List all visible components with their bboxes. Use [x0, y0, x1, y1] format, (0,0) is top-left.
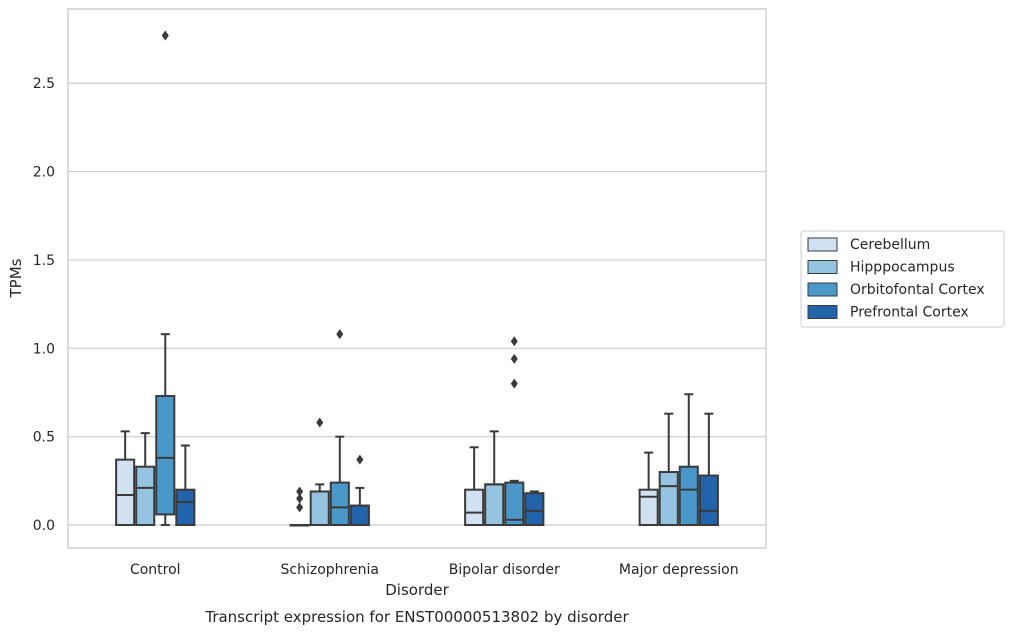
- box-1-0: [135, 432, 156, 527]
- box-0-0: [115, 430, 136, 527]
- box-iqr: [175, 488, 196, 527]
- box-0-1: [289, 486, 310, 527]
- box-3-0: [175, 444, 196, 527]
- y-tick-labels: 0.0 0.5 1.0 1.5 2.0 2.5: [33, 76, 55, 534]
- plot-frame: [67, 8, 767, 549]
- box-iqr: [638, 488, 659, 527]
- box-iqr: [155, 395, 176, 516]
- y-tick-label: 1.5: [33, 253, 55, 269]
- box-iqr: [135, 465, 156, 527]
- outlier-point: [356, 454, 364, 465]
- outlier-point: [336, 329, 344, 340]
- x-tick-labels: Control Schizophrenia Bipolar disorder Majo…: [130, 562, 739, 578]
- y-tick-label: 2.0: [33, 165, 55, 181]
- box-2-3: [678, 393, 699, 527]
- outlier-point: [510, 336, 518, 347]
- box-iqr: [484, 483, 505, 527]
- box-3-2: [524, 490, 545, 527]
- legend-swatch: [807, 305, 838, 319]
- box-0-3: [638, 451, 659, 527]
- box-2-0: [155, 30, 176, 527]
- box-iqr: [504, 481, 525, 527]
- y-tick-label: 2.5: [33, 76, 55, 92]
- box-2-2: [504, 336, 525, 527]
- x-axis-label: Disorder: [385, 581, 449, 599]
- box-0-2: [464, 446, 485, 527]
- box-iqr: [349, 504, 370, 527]
- x-tick-label: Bipolar disorder: [449, 562, 560, 578]
- outlier-point: [296, 493, 304, 504]
- legend-label: Cerebellum: [850, 237, 930, 253]
- outlier-point: [316, 417, 324, 428]
- y-tick-label: 1.0: [33, 341, 55, 357]
- box-iqr: [329, 481, 350, 527]
- y-tick-label: 0.5: [33, 430, 55, 446]
- box-iqr: [309, 490, 330, 527]
- box-iqr: [524, 492, 545, 527]
- legend-swatch: [807, 260, 838, 274]
- outlier-point: [510, 378, 518, 389]
- legend-label: Hipppocampus: [850, 260, 955, 276]
- box-iqr: [464, 488, 485, 527]
- legend-label: Prefrontal Cortex: [850, 305, 969, 321]
- box-iqr: [115, 458, 136, 527]
- box-iqr: [698, 474, 719, 527]
- box-iqr: [678, 465, 699, 527]
- legend-swatch: [807, 237, 838, 252]
- legend-label: Orbitofontal Cortex: [850, 282, 985, 298]
- outlier-point: [161, 30, 169, 41]
- box-layer: [115, 30, 719, 527]
- box-3-3: [698, 412, 719, 527]
- legend-swatch: [807, 282, 838, 297]
- outlier-point: [510, 353, 518, 364]
- outlier-point: [296, 502, 304, 513]
- box-1-3: [658, 412, 679, 527]
- y-axis-label: TPMs: [7, 258, 25, 298]
- box-3-1: [349, 454, 370, 527]
- x-tick-label: Control: [130, 562, 181, 578]
- x-tick-label: Schizophrenia: [281, 562, 379, 578]
- box-iqr: [658, 471, 679, 527]
- y-tick-label: 0.0: [33, 518, 55, 534]
- chart-caption: Transcript expression for ENST0000051380…: [204, 608, 629, 626]
- legend-frame: [800, 230, 1005, 328]
- outlier-point: [296, 486, 304, 497]
- x-tick-label: Major depression: [619, 562, 739, 578]
- box-1-2: [484, 430, 505, 527]
- box-2-1: [329, 329, 350, 527]
- box-1-1: [309, 417, 330, 527]
- legend: Cerebellum Hipppocampus Orbitofontal Corte…: [800, 230, 1005, 328]
